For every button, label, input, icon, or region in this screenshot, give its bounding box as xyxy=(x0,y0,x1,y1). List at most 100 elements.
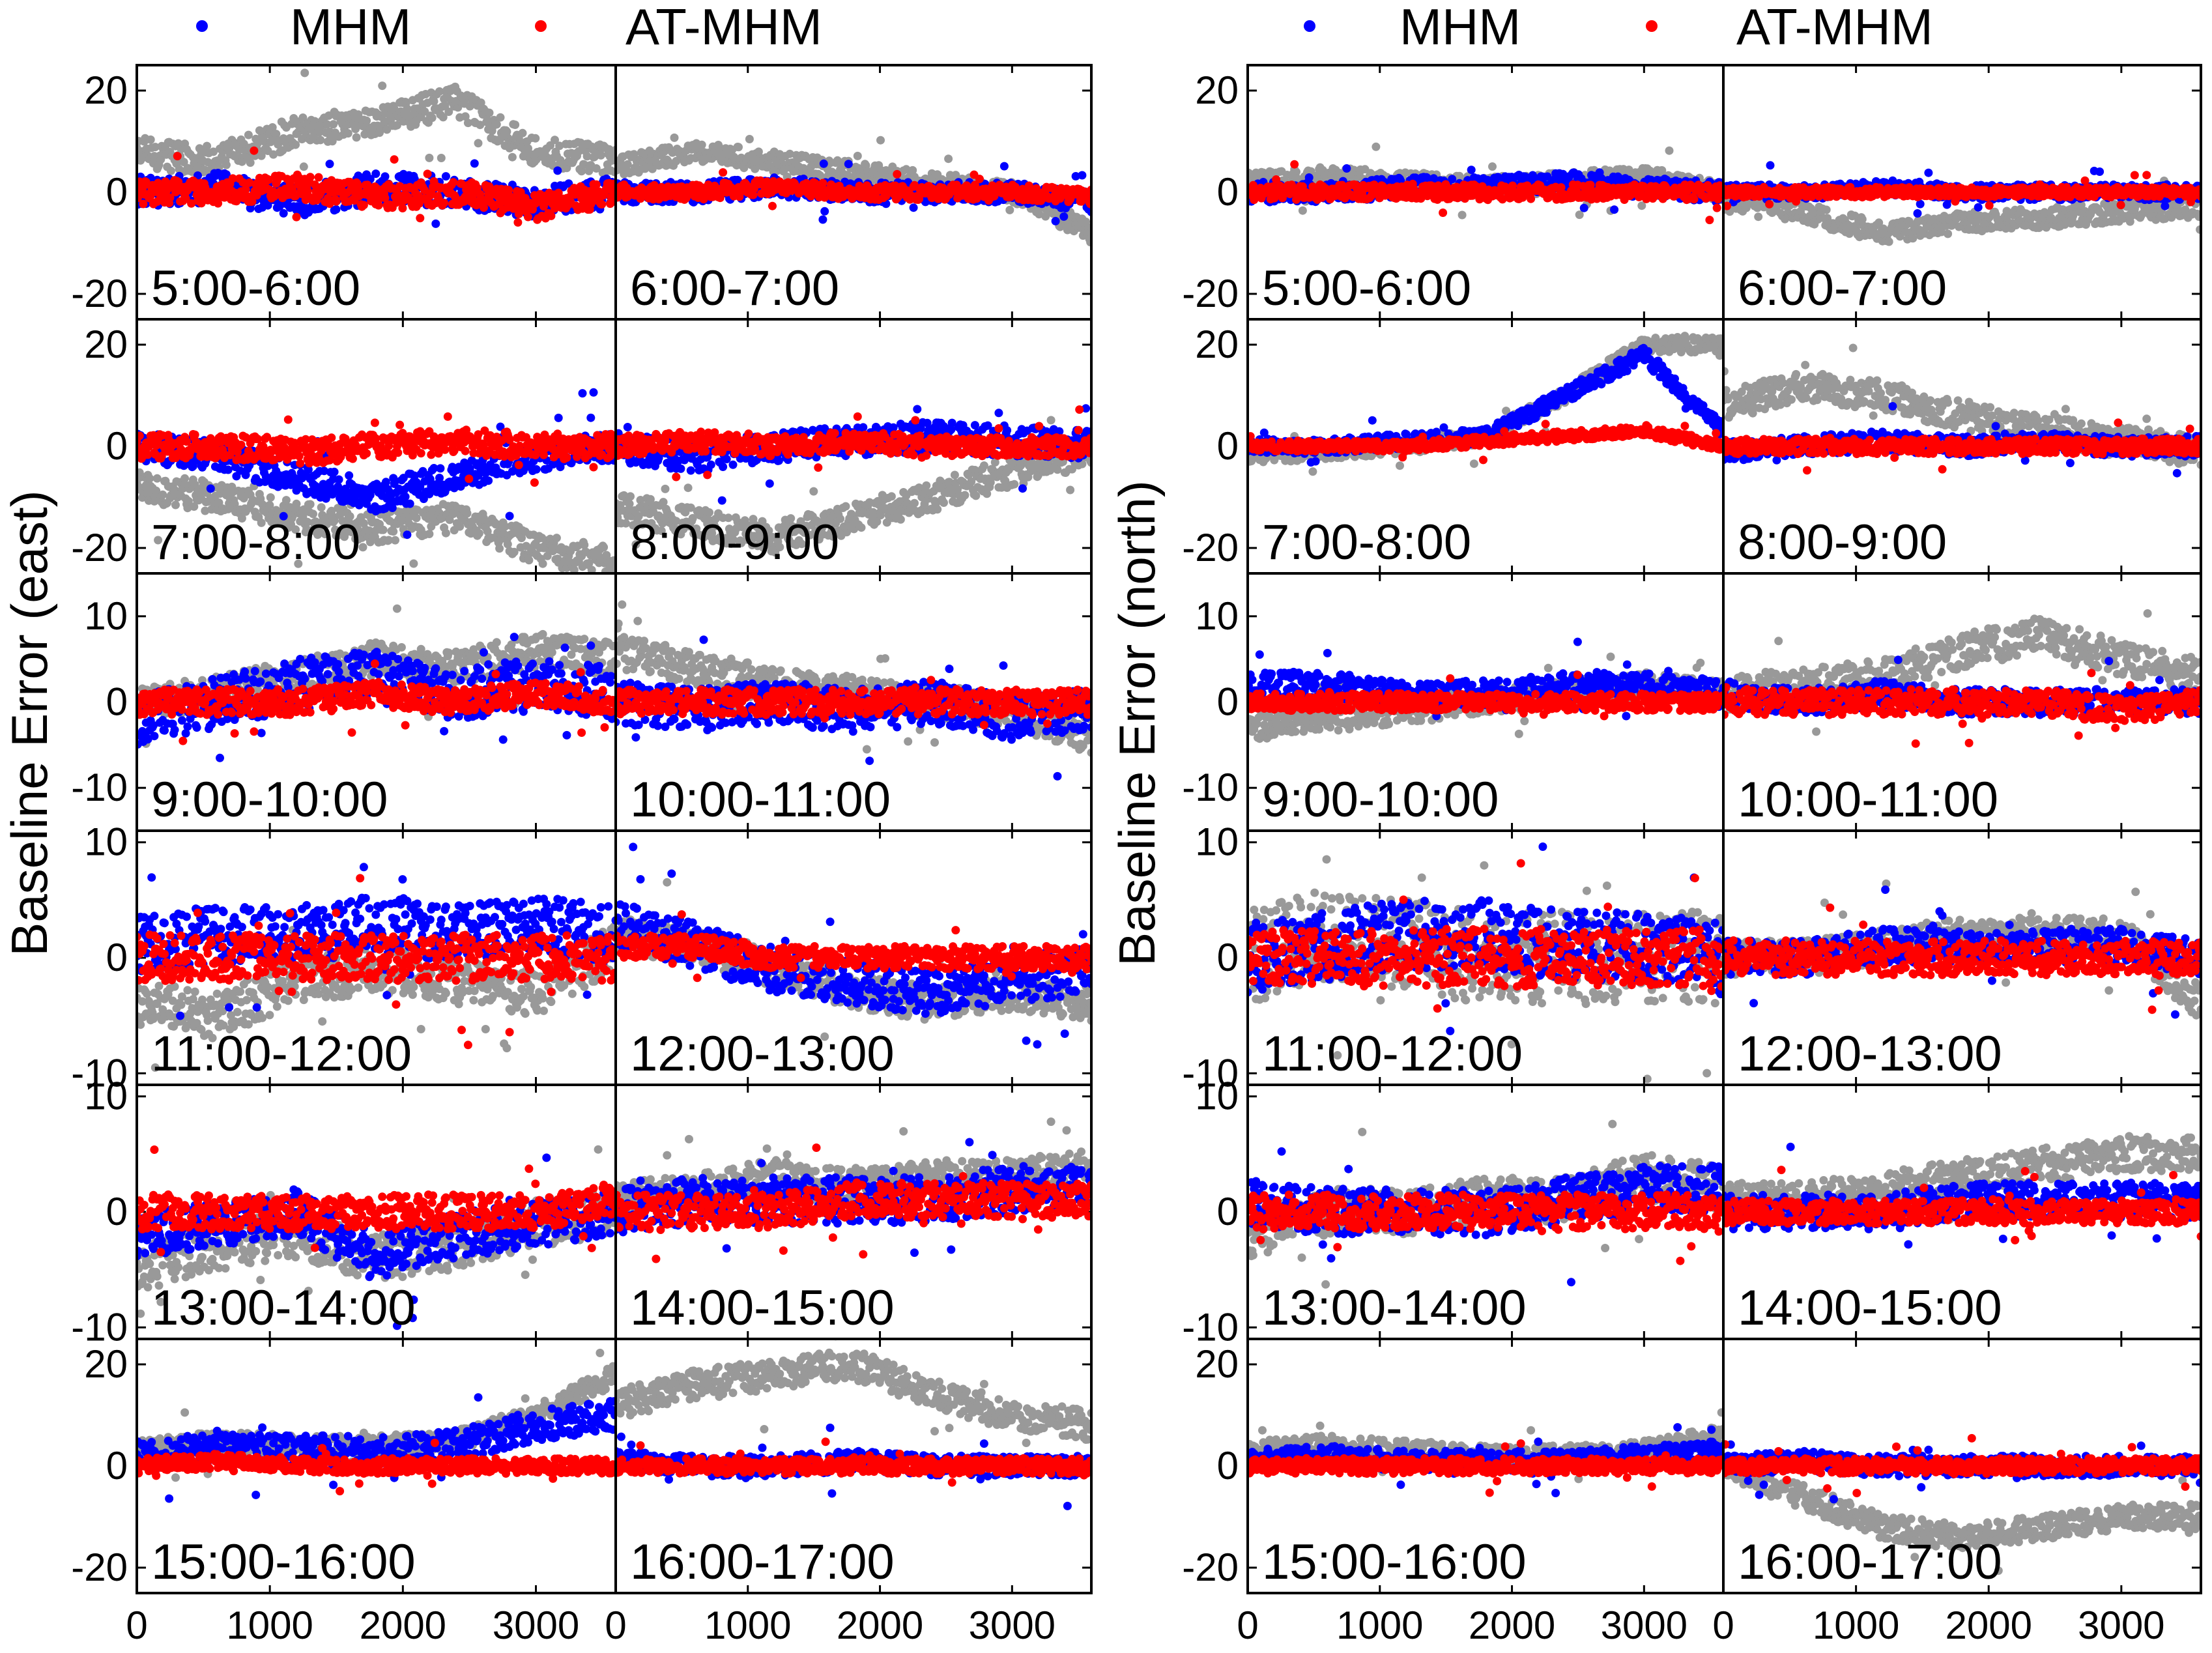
data-point xyxy=(524,556,534,565)
data-point xyxy=(197,199,206,208)
data-point xyxy=(410,471,419,480)
data-point xyxy=(327,433,336,442)
data-point xyxy=(420,186,429,195)
data-point xyxy=(166,166,175,175)
data-point xyxy=(502,127,511,136)
panel-plot-area xyxy=(137,68,616,228)
data-point xyxy=(476,98,485,108)
data-point xyxy=(1082,217,1091,226)
data-point xyxy=(775,543,784,552)
data-point xyxy=(180,474,190,483)
data-point xyxy=(589,463,598,472)
data-point xyxy=(797,539,806,549)
data-point xyxy=(431,219,440,228)
data-point xyxy=(146,135,155,144)
data-point xyxy=(416,482,425,491)
panel-hour-label: 5:00-6:00 xyxy=(151,261,360,316)
data-point xyxy=(496,422,505,431)
data-point xyxy=(552,534,561,543)
data-point xyxy=(672,517,681,526)
data-point xyxy=(551,136,559,145)
data-point xyxy=(908,165,917,175)
data-point xyxy=(505,511,514,521)
data-point xyxy=(329,120,338,129)
y-tick-label: 20 xyxy=(84,68,128,112)
data-point xyxy=(378,81,387,91)
data-point xyxy=(553,166,562,175)
data-point xyxy=(332,197,341,206)
series-blue xyxy=(137,388,616,539)
data-point xyxy=(301,435,310,444)
data-point xyxy=(498,436,507,445)
data-point xyxy=(636,496,645,504)
data-point xyxy=(201,506,210,515)
data-point xyxy=(187,199,196,208)
legend-right: MHM AT-MHM xyxy=(1304,0,1933,55)
data-point xyxy=(524,212,532,222)
data-point xyxy=(154,536,163,545)
data-point xyxy=(304,465,313,474)
data-point xyxy=(395,420,405,429)
data-point xyxy=(190,502,199,511)
data-point xyxy=(244,130,253,139)
data-point xyxy=(245,178,254,187)
data-point xyxy=(461,112,470,121)
data-point xyxy=(238,178,248,187)
legend-atmhm-marker xyxy=(1646,20,1658,32)
data-point xyxy=(190,430,199,439)
data-point xyxy=(809,487,818,496)
data-point xyxy=(328,137,337,146)
legend-atmhm-label: AT-MHM xyxy=(1736,0,1933,55)
data-point xyxy=(629,150,639,159)
data-point xyxy=(740,516,749,525)
data-point xyxy=(362,116,371,125)
data-point xyxy=(177,445,186,454)
data-point xyxy=(435,474,444,482)
data-point xyxy=(683,483,693,493)
data-point xyxy=(294,452,304,461)
data-point xyxy=(253,139,262,148)
data-point xyxy=(235,145,244,154)
data-point xyxy=(435,87,444,96)
data-point xyxy=(597,200,607,208)
data-point xyxy=(294,559,303,568)
data-point xyxy=(554,188,563,197)
data-point xyxy=(625,499,634,508)
data-point xyxy=(556,591,565,599)
data-point xyxy=(734,143,743,152)
y-axis-title-north: Baseline Error (north) xyxy=(1108,480,1166,966)
data-point xyxy=(686,503,695,512)
data-point xyxy=(768,201,777,210)
data-point xyxy=(470,159,479,168)
data-point xyxy=(427,113,437,122)
data-point xyxy=(272,130,281,139)
data-point xyxy=(710,522,719,531)
data-point xyxy=(152,486,161,495)
data-point xyxy=(586,413,596,422)
data-point xyxy=(266,493,275,502)
data-point xyxy=(263,433,272,442)
data-point xyxy=(184,496,193,506)
data-point xyxy=(474,529,483,538)
data-point xyxy=(697,140,706,149)
data-point xyxy=(330,467,339,476)
data-point xyxy=(389,527,398,536)
y-tick-label: 0 xyxy=(106,170,128,214)
data-point xyxy=(419,495,428,504)
data-point xyxy=(343,129,352,138)
data-point xyxy=(228,174,237,183)
data-point xyxy=(554,413,563,422)
data-point xyxy=(531,134,540,143)
data-point xyxy=(151,143,160,152)
data-point xyxy=(182,437,191,446)
data-point xyxy=(719,168,728,177)
data-point xyxy=(409,559,418,568)
panel-5:00-6:00: 5:00-6:00 xyxy=(136,64,617,321)
data-point xyxy=(427,450,436,459)
data-point xyxy=(405,499,414,508)
data-point xyxy=(296,459,305,468)
data-point xyxy=(562,453,571,462)
panel-plot-area xyxy=(616,404,1091,557)
